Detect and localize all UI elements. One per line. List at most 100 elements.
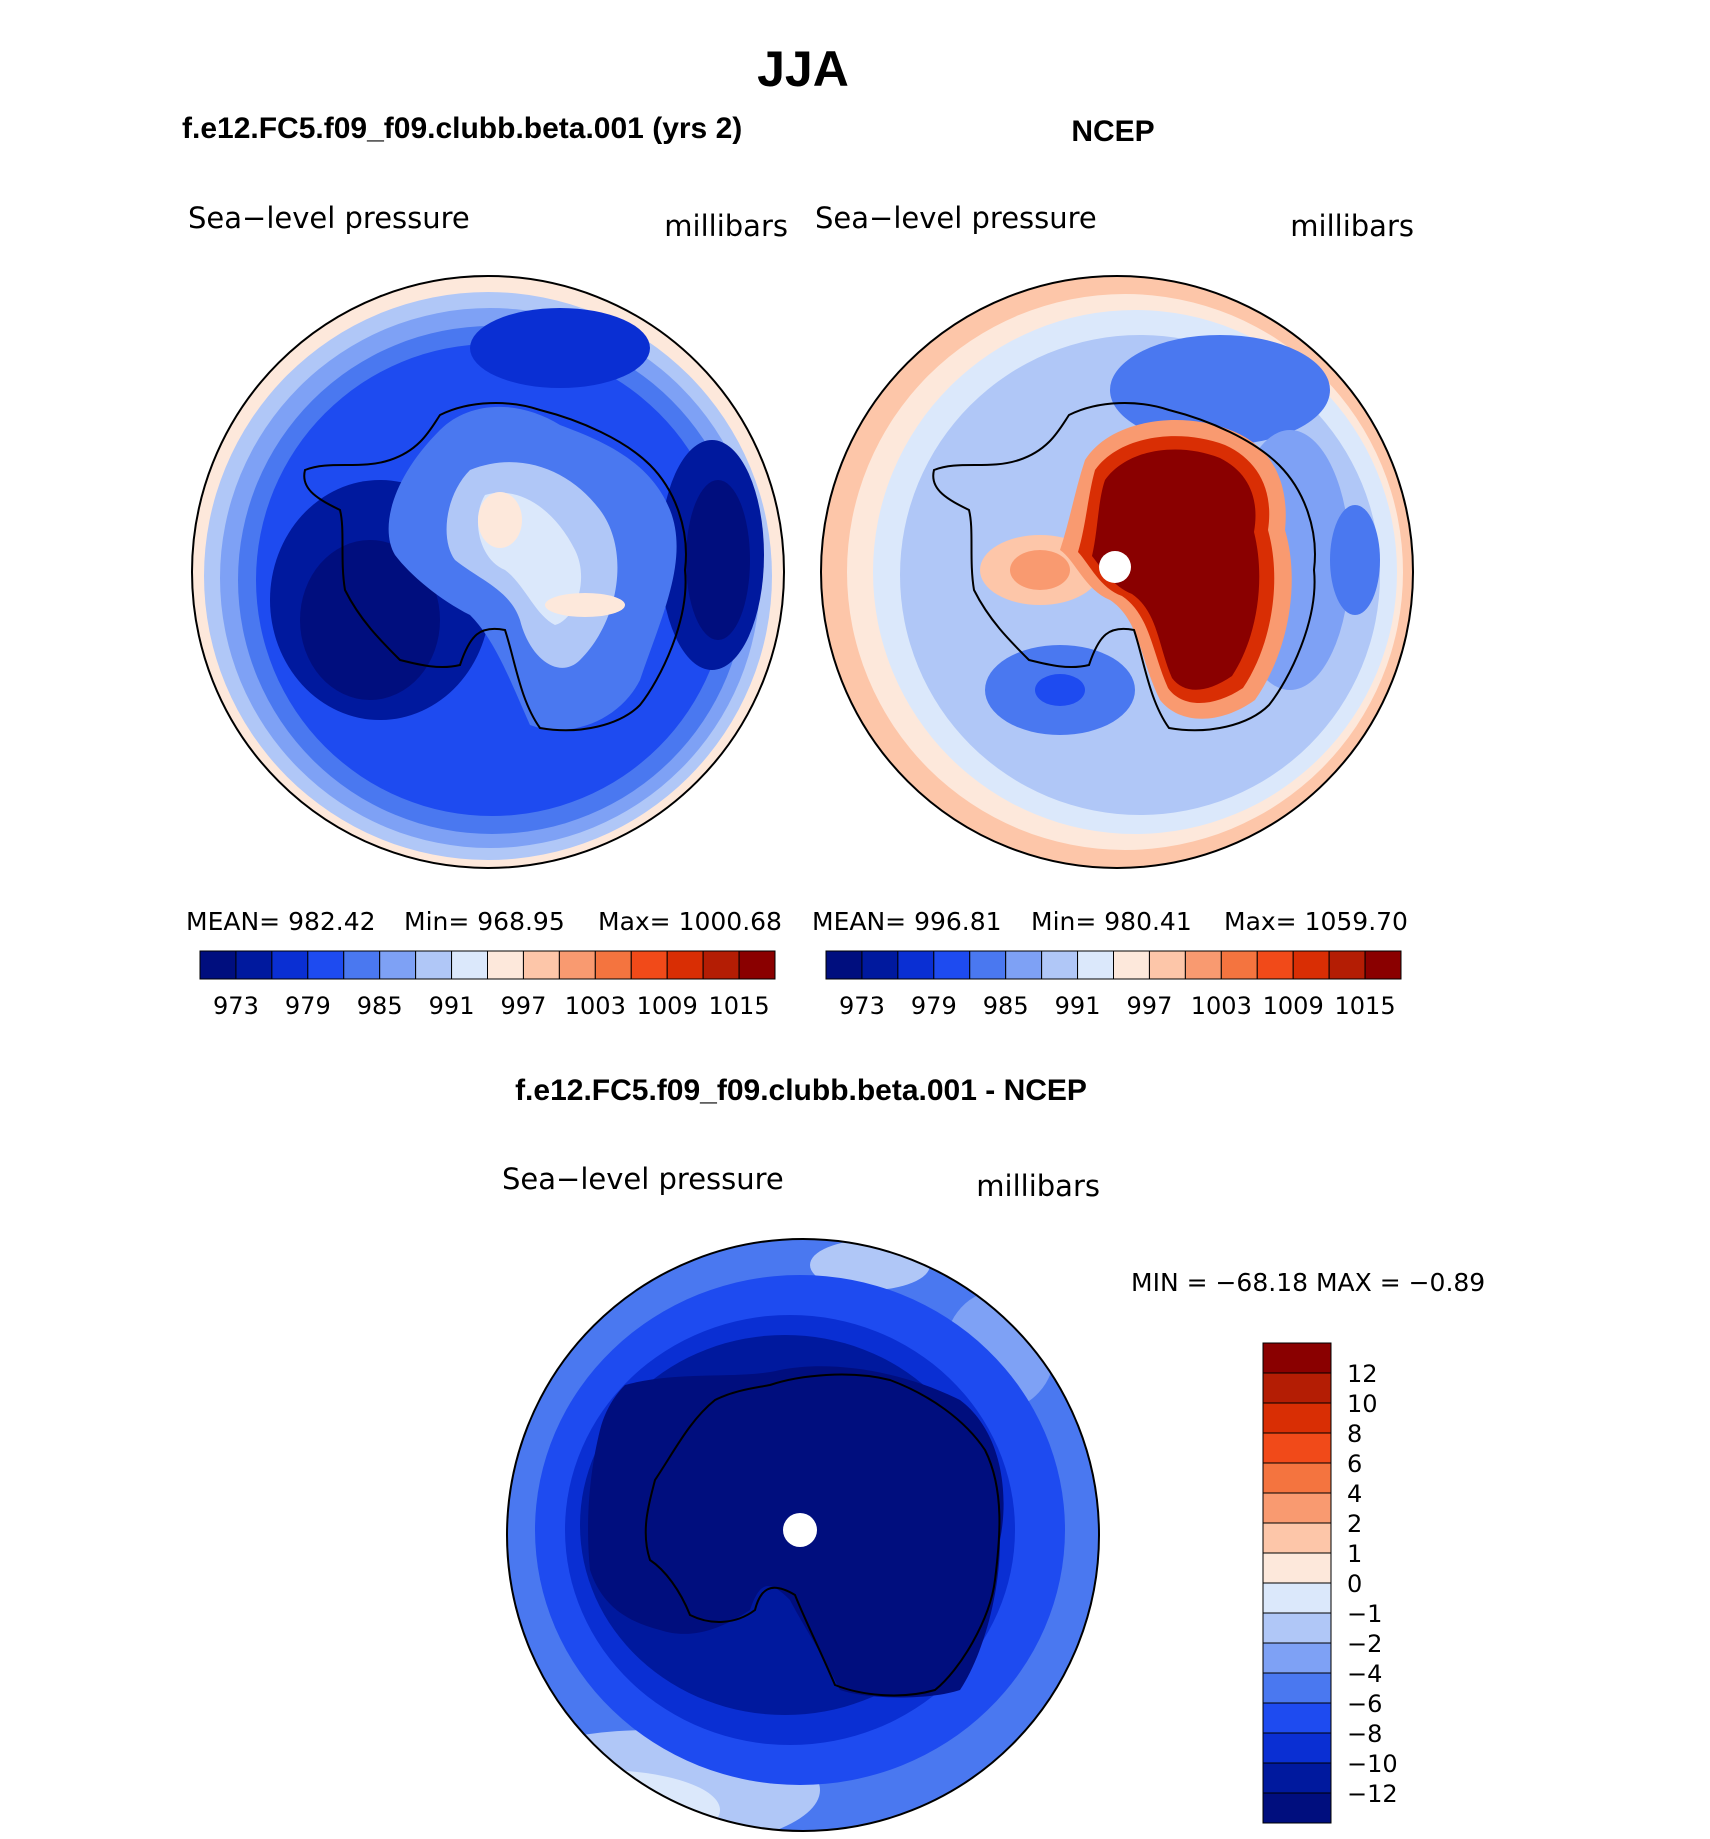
diff-units-label: millibars xyxy=(976,1169,1100,1203)
model-colorbar-swatch xyxy=(451,950,488,980)
model-colorbar-swatch xyxy=(199,950,237,980)
diff-colorbar-swatch xyxy=(1262,1552,1332,1584)
diff-colorbar-swatch xyxy=(1262,1732,1332,1764)
ncep-mean-stat: MEAN= 996.81 xyxy=(812,907,1002,936)
ncep-trough-ne xyxy=(1330,505,1380,615)
diff-colorbar-tick-label: 0 xyxy=(1347,1570,1362,1598)
diff-colorbar-swatch xyxy=(1262,1342,1332,1374)
model-colorbar-tick-label: 1003 xyxy=(565,992,626,1020)
ncep-colorbar-tick-label: 991 xyxy=(1055,992,1101,1020)
model-colorbar-swatch xyxy=(666,950,704,980)
diff-panel-title: f.e12.FC5.f09_f09.clubb.beta.001 - NCEP xyxy=(515,1074,1087,1107)
model-units-label: millibars xyxy=(664,209,788,243)
model-colorbar-swatch xyxy=(235,950,273,980)
diff-colorbar-swatch xyxy=(1262,1432,1332,1464)
diff-colorbar-swatch xyxy=(1262,1672,1332,1704)
diff-colorbar-swatch xyxy=(1262,1642,1332,1674)
model-coastline xyxy=(303,402,687,732)
diff-colorbar-tick-label: 8 xyxy=(1347,1420,1362,1448)
ncep-colorbar-tick-label: 1015 xyxy=(1335,992,1396,1020)
diff-colorbar-swatch xyxy=(1262,1522,1332,1554)
diff-variable-label: Sea−level pressure xyxy=(502,1162,784,1196)
ncep-colorbar-swatch xyxy=(933,950,971,980)
diff-colorbar-tick-label: 12 xyxy=(1347,1360,1378,1388)
ncep-colorbar-tick-label: 985 xyxy=(983,992,1029,1020)
ncep-colorbar-swatch xyxy=(825,950,863,980)
diff-colorbar-tick-label: −2 xyxy=(1347,1630,1382,1658)
model-colorbar-swatch xyxy=(379,950,417,980)
diff-panel: f.e12.FC5.f09_f09.clubb.beta.001 - NCEP … xyxy=(502,1074,1485,1832)
ncep-colorbar-tick-label: 997 xyxy=(1127,992,1173,1020)
ncep-west-high-core xyxy=(1010,550,1070,590)
model-colorbar-swatch xyxy=(594,950,632,980)
model-colorbar-tick-label: 1015 xyxy=(709,992,770,1020)
ncep-colorbar-swatch xyxy=(897,950,935,980)
ncep-pole-mask xyxy=(1099,551,1131,583)
model-low-north xyxy=(470,308,650,388)
model-colorbar-swatch xyxy=(558,950,596,980)
diff-colorbar-swatch xyxy=(1262,1762,1332,1794)
diff-colorbar-swatch xyxy=(1262,1792,1332,1824)
ncep-colorbar-swatch xyxy=(1256,950,1294,980)
diff-colorbar-swatch xyxy=(1262,1492,1332,1524)
ncep-panel-title: NCEP xyxy=(1071,115,1154,148)
diff-colorbar-tick-label: −12 xyxy=(1347,1780,1398,1808)
model-colorbar xyxy=(199,950,776,980)
ncep-colorbar-swatch xyxy=(1148,950,1186,980)
model-colorbar-ticks: 973 979 985 991 997 1003 1009 1015 xyxy=(213,992,770,1020)
figure-title: JJA xyxy=(757,41,849,97)
model-colorbar-tick-label: 997 xyxy=(501,992,547,1020)
model-plateau-peak2 xyxy=(545,593,625,617)
model-colorbar-swatch xyxy=(702,950,740,980)
ncep-colorbar-swatch xyxy=(1184,950,1222,980)
ncep-colorbar-swatch xyxy=(1364,950,1402,980)
diff-minmax-stat: MIN = −68.18 MAX = −0.89 xyxy=(1131,1268,1485,1297)
model-colorbar-swatch xyxy=(487,950,524,980)
diff-colorbar-tick-label: −8 xyxy=(1347,1720,1382,1748)
ncep-colorbar-swatch xyxy=(1328,950,1366,980)
ncep-colorbar-swatch xyxy=(969,950,1007,980)
diff-colorbar-swatch xyxy=(1262,1612,1332,1644)
ncep-colorbar-tick-label: 1003 xyxy=(1191,992,1252,1020)
model-colorbar-swatch xyxy=(415,950,453,980)
model-variable-label: Sea−level pressure xyxy=(188,201,470,235)
model-min-stat: Min= 968.95 xyxy=(404,907,565,936)
model-mean-stat: MEAN= 982.42 xyxy=(186,907,376,936)
model-plateau-peak xyxy=(478,492,522,548)
diff-colorbar-tick-label: 2 xyxy=(1347,1510,1362,1538)
model-colorbar-swatch xyxy=(271,950,309,980)
model-panel: f.e12.FC5.f09_f09.clubb.beta.001 (yrs 2)… xyxy=(182,112,788,1020)
diff-colorbar-swatch xyxy=(1262,1702,1332,1734)
ncep-units-label: millibars xyxy=(1290,209,1414,243)
diff-colorbar-tick-label: −1 xyxy=(1347,1600,1382,1628)
diff-colorbar-swatch xyxy=(1262,1402,1332,1434)
ncep-colorbar-swatch xyxy=(1113,950,1150,980)
ncep-colorbar-swatch xyxy=(1220,950,1258,980)
diff-colorbar-swatch xyxy=(1262,1372,1332,1404)
diff-pole-mask xyxy=(783,1513,817,1547)
ncep-plateau-core xyxy=(1092,449,1260,690)
model-map-border xyxy=(191,275,785,869)
diff-colorbar-swatch xyxy=(1262,1462,1332,1494)
model-colorbar-swatch xyxy=(522,950,560,980)
model-colorbar-tick-label: 973 xyxy=(213,992,259,1020)
diff-colorbar xyxy=(1262,1342,1332,1824)
diff-map-border xyxy=(506,1238,1100,1832)
ncep-colorbar-tick-label: 973 xyxy=(839,992,885,1020)
diff-colorbar-tick-label: 10 xyxy=(1347,1390,1378,1418)
model-colorbar-tick-label: 985 xyxy=(357,992,403,1020)
diff-colorbar-swatch xyxy=(1262,1582,1332,1614)
ncep-colorbar-tick-label: 1009 xyxy=(1263,992,1324,1020)
model-panel-title: f.e12.FC5.f09_f09.clubb.beta.001 (yrs 2) xyxy=(182,112,742,145)
model-colorbar-tick-label: 991 xyxy=(429,992,475,1020)
ncep-panel: NCEP Sea−level pressure millibars MEAN= … xyxy=(812,115,1414,1020)
ncep-min-stat: Min= 980.41 xyxy=(1031,907,1192,936)
diff-colorbar-tick-label: −6 xyxy=(1347,1690,1382,1718)
ncep-coastline xyxy=(932,402,1316,732)
ncep-colorbar-tick-label: 979 xyxy=(911,992,957,1020)
model-colorbar-swatch xyxy=(630,950,668,980)
model-colorbar-tick-label: 979 xyxy=(285,992,331,1020)
model-colorbar-tick-label: 1009 xyxy=(637,992,698,1020)
ncep-trough-north xyxy=(1110,335,1330,445)
